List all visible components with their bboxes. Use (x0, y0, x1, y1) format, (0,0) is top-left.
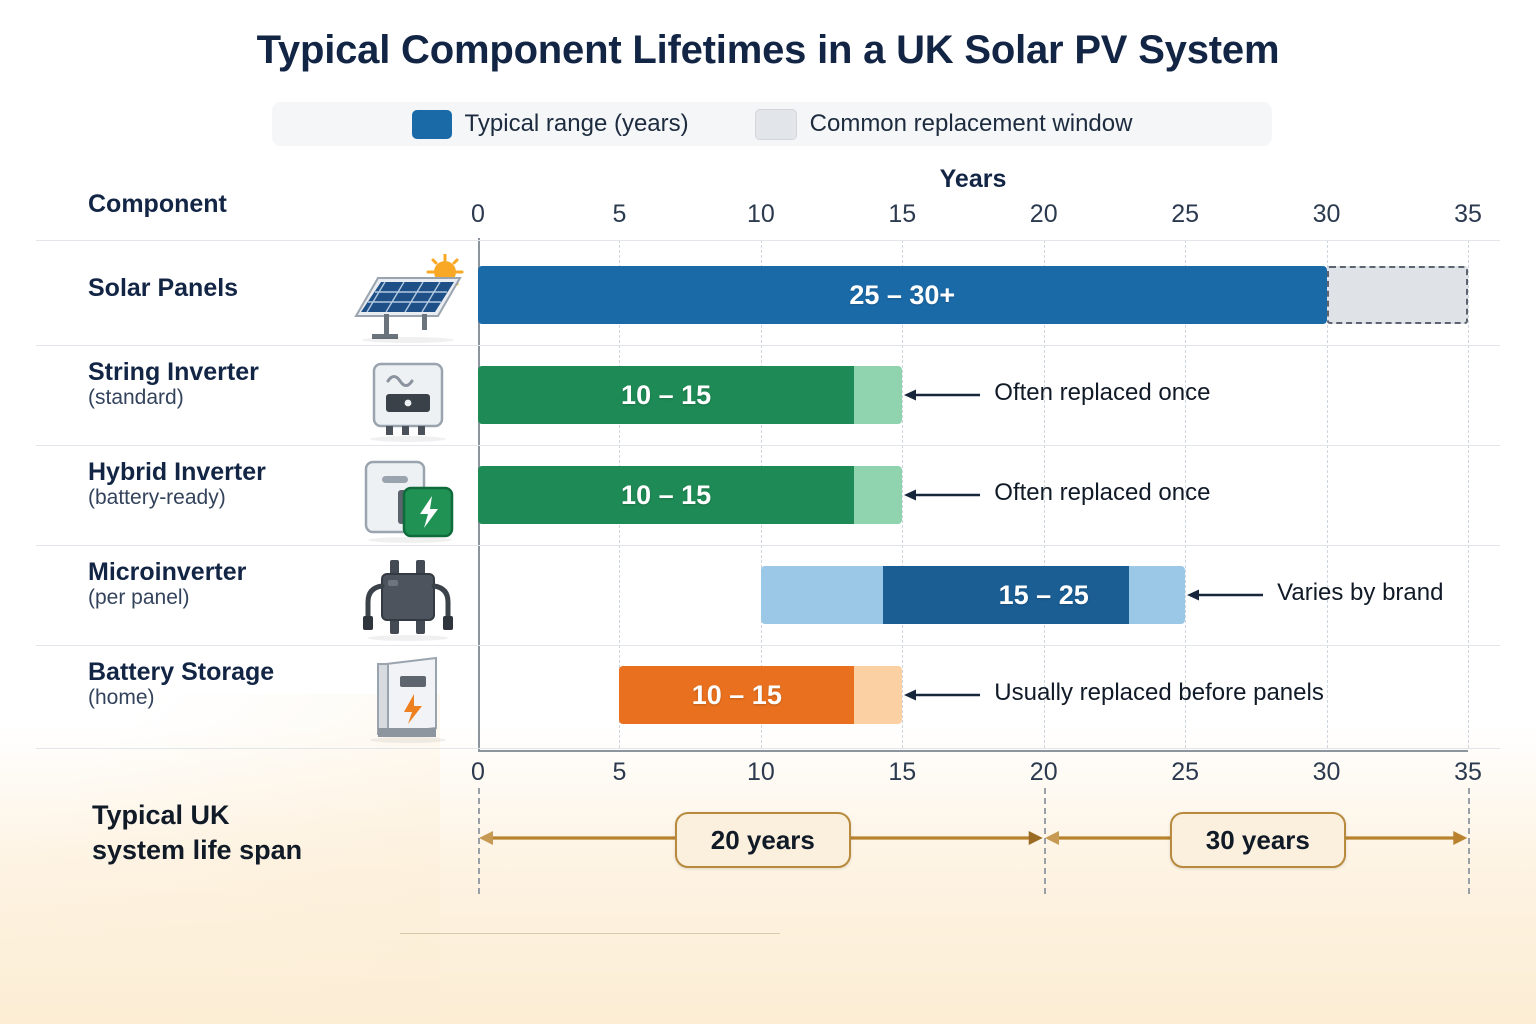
row-label-main: String Inverter (88, 358, 259, 386)
annotation-text-2: Often replaced once (994, 479, 1211, 506)
x-axis-line (478, 750, 1468, 752)
row-label-hybrid-inverter: Hybrid Inverter (battery-ready) (88, 458, 378, 510)
lifespan-marker-0 (478, 788, 480, 894)
annotation-arrow-1 (902, 383, 981, 407)
annotation-arrow-2 (902, 483, 981, 507)
row-label-string-inverter: String Inverter (standard) (88, 358, 378, 410)
legend-item-replacement-window: Common replacement window (754, 108, 1133, 140)
x-tick-label-10-top: 10 (746, 200, 775, 228)
bar-segment-main-2 (478, 466, 855, 524)
lifespan-marker-20 (1043, 788, 1046, 894)
bar-segment-tail-4 (854, 666, 903, 724)
x-tick-label-25-bottom: 25 (1171, 758, 1200, 786)
lifespan-label: Typical UK system life span (92, 798, 422, 867)
legend-label-typical-range: Typical range (years) (464, 110, 689, 137)
x-tick-label-30-top: 30 (1312, 200, 1341, 228)
gridline-25 (1185, 240, 1187, 748)
row-label-sub: (standard) (88, 386, 184, 409)
x-tick-label-20-bottom: 20 (1029, 758, 1058, 786)
bar-segment-lead-3 (760, 566, 884, 624)
bar-3: 15 – 25 (760, 566, 1186, 624)
x-tick-label-0-bottom: 0 (471, 758, 485, 786)
bar-value-label-1: 10 – 15 (621, 379, 712, 410)
microinverter-icon (348, 554, 468, 644)
bottom-hairline (400, 933, 780, 934)
row-label-main: Battery Storage (88, 658, 275, 686)
x-axis-title: Years (939, 165, 1007, 193)
solar-panel-icon (348, 253, 468, 344)
bar-value-label-2: 10 – 15 (621, 479, 712, 510)
row-divider-5 (36, 748, 1500, 749)
lifespan-marker-35 (1468, 788, 1470, 894)
gridline-15 (902, 240, 904, 748)
row-divider-1 (36, 345, 1500, 346)
lifespan-label-line-1: Typical UK (92, 800, 230, 830)
x-tick-label-0-top: 0 (471, 200, 485, 228)
x-tick-label-25-top: 25 (1171, 200, 1200, 228)
x-tick-label-30-bottom: 30 (1312, 758, 1341, 786)
row-label-sub: (battery-ready) (88, 486, 226, 509)
bar-segment-tail-3 (1128, 566, 1186, 624)
lifespan-pill-1: 30 years (1169, 812, 1346, 868)
row-label-solar-panels: Solar Panels (88, 274, 378, 302)
bar-0: 25 – 30+ (478, 266, 1327, 324)
bar-value-label-3: 15 – 25 (998, 579, 1089, 610)
row-label-main: Solar Panels (88, 274, 239, 302)
chart-legend: Typical range (years) Common replacement… (272, 102, 1272, 146)
row-divider-2 (36, 445, 1500, 446)
annotation-text-1: Often replaced once (994, 379, 1211, 406)
legend-swatch-replacement-window (754, 108, 797, 140)
legend-item-typical-range: Typical range (years) (411, 109, 689, 139)
x-tick-label-15-top: 15 (888, 200, 917, 228)
x-tick-label-35-bottom: 35 (1454, 758, 1482, 786)
row-label-sub: (per panel) (88, 586, 190, 609)
row-label-main: Microinverter (88, 558, 247, 586)
component-column-header: Component (88, 190, 227, 218)
bar-segment-tail-1 (854, 366, 903, 424)
row-label-sub: (home) (88, 686, 155, 709)
bar-segment-main-1 (478, 366, 855, 424)
row-divider-3 (36, 545, 1500, 546)
row-label-main: Hybrid Inverter (88, 458, 266, 486)
x-tick-label-35-top: 35 (1454, 200, 1482, 228)
bar-segment-main-4 (619, 666, 855, 724)
battery-storage-icon (348, 654, 468, 744)
bar-segment-tail-2 (854, 466, 903, 524)
legend-label-replacement-window: Common replacement window (809, 110, 1133, 137)
annotation-arrow-3 (1185, 583, 1264, 607)
hybrid-inverter-icon (348, 454, 468, 544)
lifespan-pill-0: 20 years (674, 812, 851, 868)
gridline-35 (1468, 240, 1469, 748)
row-divider-0 (36, 240, 1500, 241)
string-inverter-icon (348, 354, 468, 444)
x-tick-label-20-top: 20 (1029, 200, 1058, 228)
bar-4: 10 – 15 (619, 666, 903, 724)
gridline-30 (1326, 240, 1328, 748)
bar-value-label-0: 25 – 30+ (849, 279, 956, 310)
legend-swatch-typical-range (411, 109, 452, 139)
bar-segment-main-0 (478, 266, 1327, 324)
row-divider-4 (36, 645, 1500, 646)
bar-segment-main-3 (883, 566, 1129, 624)
gridline-20 (1043, 240, 1045, 748)
x-tick-label-5-top: 5 (612, 200, 627, 228)
annotation-text-4: Usually replaced before panels (994, 679, 1324, 706)
row-label-microinverter: Microinverter (per panel) (88, 558, 378, 610)
bar-value-label-4: 10 – 15 (691, 679, 782, 710)
x-tick-label-10-bottom: 10 (746, 758, 775, 786)
bar-2: 10 – 15 (478, 466, 903, 524)
x-tick-label-15-bottom: 15 (888, 758, 917, 786)
annotation-text-3: Varies by brand (1277, 579, 1444, 606)
page-title: Typical Component Lifetimes in a UK Sola… (256, 28, 1280, 72)
bar-1: 10 – 15 (478, 366, 903, 424)
row-label-battery-storage: Battery Storage (home) (88, 658, 378, 710)
x-tick-label-5-bottom: 5 (612, 758, 627, 786)
lifespan-label-line-2: system life span (92, 834, 303, 865)
replacement-window-box-0 (1326, 266, 1468, 324)
annotation-arrow-4 (902, 683, 981, 707)
